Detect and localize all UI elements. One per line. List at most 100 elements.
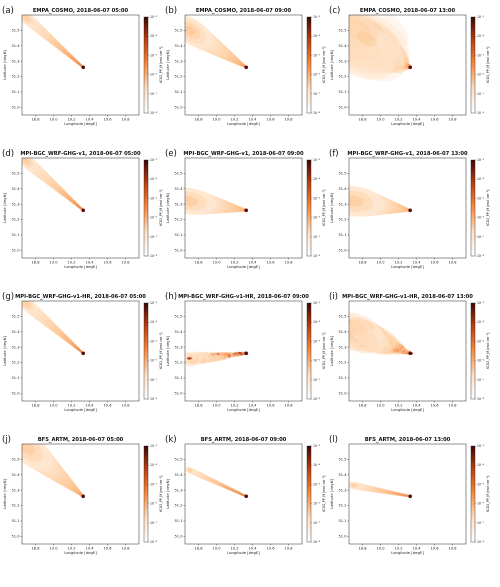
plume-cell bbox=[240, 493, 244, 496]
plume-cell bbox=[239, 62, 245, 67]
plume-cell bbox=[204, 358, 209, 361]
plume-cell bbox=[39, 28, 52, 41]
plume-cell bbox=[204, 476, 208, 480]
plume-cell bbox=[227, 205, 233, 210]
x-tick-label: 19.2 bbox=[394, 261, 402, 265]
plume-cell bbox=[357, 485, 362, 489]
y-tick-label: 51.4 bbox=[338, 473, 347, 477]
plume-cell bbox=[349, 24, 391, 63]
plume-cell bbox=[185, 197, 202, 207]
plume-cell bbox=[198, 473, 202, 477]
plume-cell bbox=[38, 28, 48, 37]
plume-cell bbox=[54, 470, 68, 484]
plume-cell bbox=[349, 321, 368, 343]
colorbar-tick-label: 10⁻³ bbox=[150, 15, 158, 19]
plume-cell bbox=[349, 15, 401, 61]
plume-cell bbox=[243, 64, 245, 67]
plume-cell bbox=[229, 56, 234, 60]
plume-cell bbox=[185, 15, 213, 49]
plume-cell bbox=[34, 453, 57, 474]
plume-cell bbox=[375, 200, 394, 212]
plume-cell bbox=[349, 17, 372, 46]
x-tick-label: 19.2 bbox=[230, 404, 238, 408]
plume-cell bbox=[389, 343, 395, 348]
plume-cell bbox=[66, 52, 69, 56]
plume-cell bbox=[38, 170, 48, 180]
plume-cell bbox=[349, 19, 390, 55]
colorbar-label: XCO2_PP_M [mol cm⁻²] bbox=[322, 476, 326, 513]
plume-cell bbox=[36, 312, 47, 322]
plume-cell bbox=[349, 190, 389, 216]
plume-cell bbox=[76, 61, 80, 65]
plume-cell bbox=[28, 19, 35, 26]
x-tick-label: 19.6 bbox=[103, 261, 112, 265]
plume-cell bbox=[353, 484, 358, 488]
plume-cell bbox=[374, 200, 394, 212]
plume-cell bbox=[78, 205, 80, 208]
plume-cell bbox=[197, 472, 204, 478]
plume-cell bbox=[190, 354, 196, 359]
plume-cell bbox=[367, 336, 391, 352]
plume-cell bbox=[31, 450, 63, 480]
plume-cell bbox=[35, 454, 57, 475]
plume-cell bbox=[234, 59, 243, 66]
y-tick-label: 51.5 bbox=[338, 458, 346, 462]
plume-cell bbox=[240, 208, 245, 212]
plume-cell bbox=[23, 15, 35, 26]
colorbar-tick-label: 10⁻³ bbox=[313, 444, 321, 448]
colorbar-tick-label: 10⁻⁵ bbox=[150, 339, 158, 343]
plume-cell bbox=[52, 183, 60, 191]
plume-cell bbox=[376, 48, 398, 65]
plume-cell bbox=[27, 447, 53, 470]
plume-cell bbox=[406, 208, 409, 211]
plume-cell bbox=[51, 325, 59, 333]
plume-cell bbox=[185, 192, 209, 211]
plume-cell bbox=[363, 199, 378, 209]
plume-cell bbox=[226, 486, 229, 489]
plume-cell bbox=[36, 26, 46, 36]
plume-cell bbox=[201, 353, 211, 360]
plume-cell bbox=[239, 62, 242, 65]
plume-cell bbox=[68, 197, 73, 202]
plume-cell bbox=[210, 479, 213, 482]
plume-cell bbox=[391, 204, 406, 213]
plume-cell bbox=[222, 51, 228, 56]
plume-cell bbox=[364, 485, 372, 491]
plume-cell bbox=[351, 192, 392, 216]
plume-cell bbox=[349, 323, 387, 348]
plume-cell bbox=[42, 175, 48, 180]
plume-cell bbox=[400, 493, 404, 497]
plume-cell bbox=[398, 493, 401, 496]
plume-cell bbox=[206, 477, 209, 480]
plume-cell bbox=[185, 196, 201, 207]
plume-cell bbox=[236, 491, 241, 495]
plume-cell bbox=[219, 48, 229, 57]
plume-cell bbox=[357, 40, 372, 51]
plume-cell bbox=[27, 304, 34, 311]
plume-cell bbox=[349, 46, 365, 59]
plume-cell bbox=[201, 37, 210, 44]
y-tick-label: 51.1 bbox=[338, 233, 346, 237]
plume-cell bbox=[349, 190, 390, 216]
plume-cell bbox=[23, 15, 30, 21]
plume-cell bbox=[394, 206, 400, 211]
plume-cell bbox=[27, 161, 34, 168]
plume-cell bbox=[197, 196, 228, 214]
plume-cell bbox=[383, 204, 393, 210]
plume-cell bbox=[380, 57, 391, 65]
plume-cell bbox=[33, 23, 48, 37]
plume-cell bbox=[237, 61, 243, 66]
plume-cell bbox=[35, 311, 41, 317]
plume-cell bbox=[64, 337, 72, 344]
plume-cell bbox=[353, 482, 366, 491]
plume-cell bbox=[59, 475, 66, 482]
plume-cell bbox=[185, 15, 211, 48]
plume-cell bbox=[201, 474, 208, 480]
plume-cell bbox=[363, 485, 371, 491]
colorbar-tick-label: 10⁻⁵ bbox=[313, 53, 321, 57]
plume-cell bbox=[22, 301, 36, 313]
plume-cell bbox=[399, 207, 404, 211]
plume-cell bbox=[385, 489, 393, 495]
plume-cell bbox=[225, 486, 230, 490]
plume-cell bbox=[389, 346, 402, 355]
